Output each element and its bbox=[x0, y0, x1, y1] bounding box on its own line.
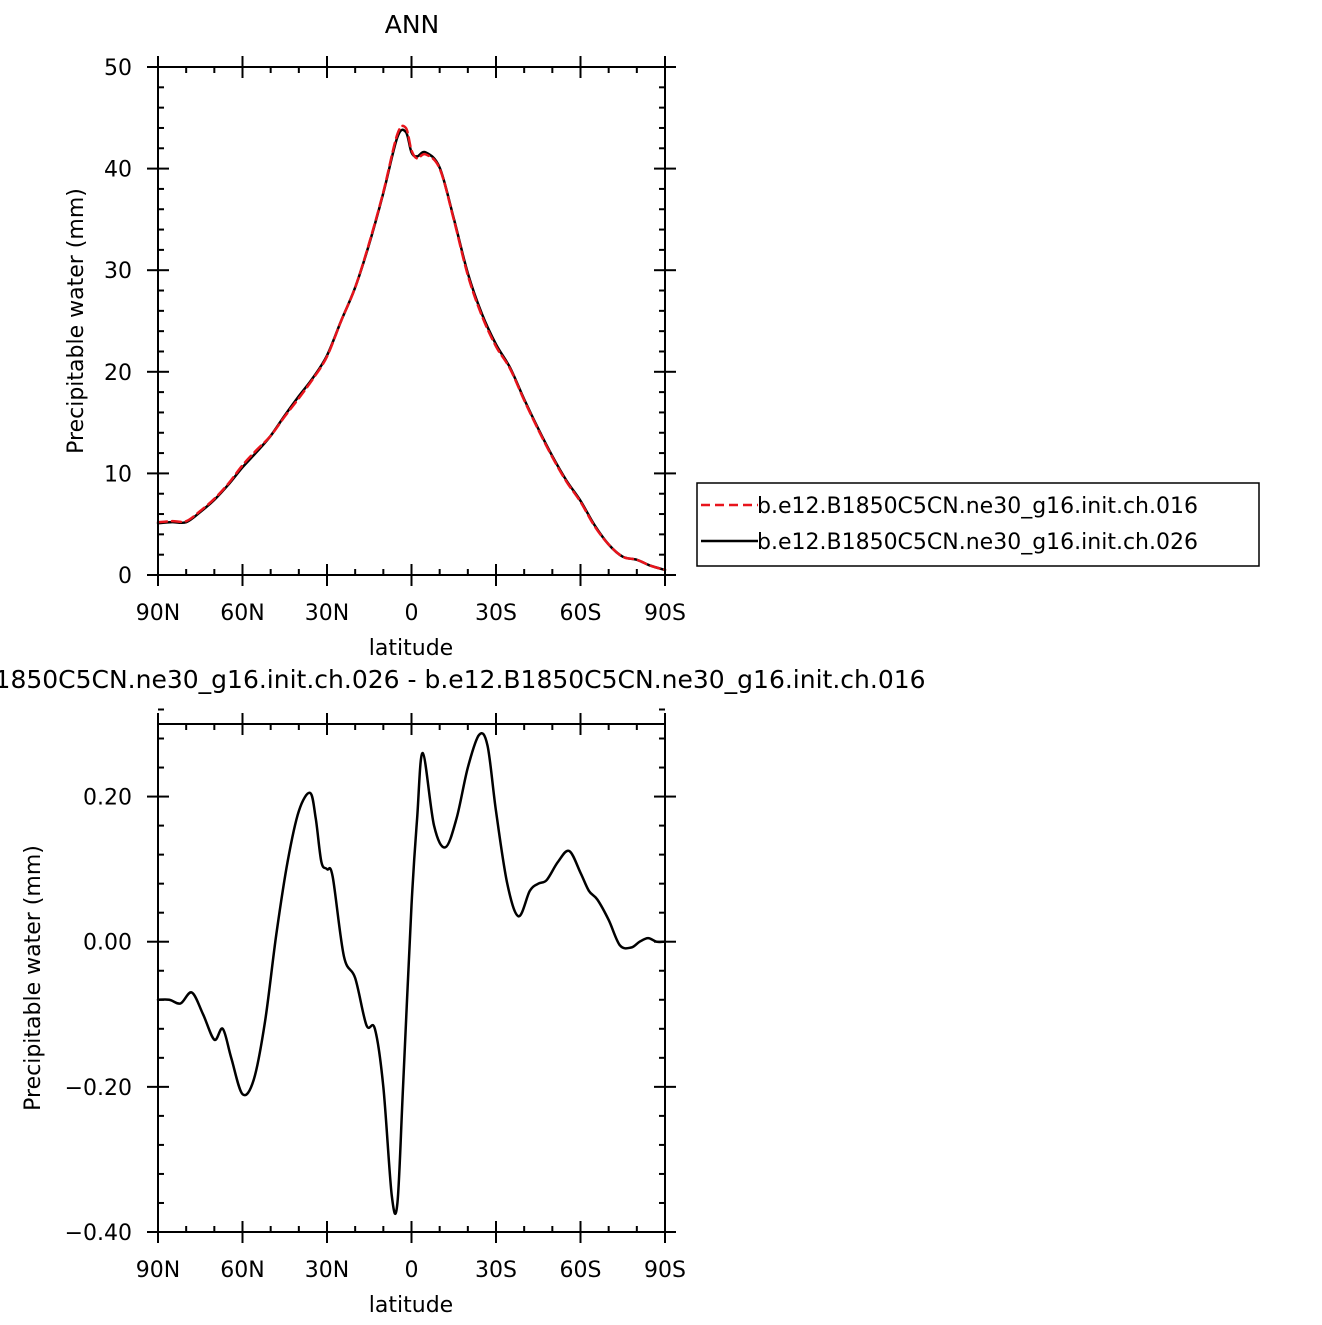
top-chart: ANN 90N 60N 30N 0 30S 60S 90S 0 10 20 30 40 50 latit… bbox=[64, 10, 1260, 661]
top-chart-title: ANN bbox=[385, 10, 440, 39]
top-y-tick-label: 10 bbox=[104, 462, 132, 487]
top-x-axis-label: latitude bbox=[369, 636, 453, 661]
top-y-tick-label: 30 bbox=[104, 259, 132, 284]
top-x-tick-label: 90N bbox=[136, 601, 180, 626]
legend-box bbox=[696, 482, 1260, 567]
bottom-plot-frame bbox=[157, 723, 666, 1233]
top-y-tick-label: 50 bbox=[104, 56, 132, 81]
bottom-y-tick-label: 0.00 bbox=[83, 931, 132, 956]
top-x-tick-label: 0 bbox=[405, 601, 419, 626]
bottom-x-tick-label: 30S bbox=[475, 1258, 517, 1283]
bottom-x-tick-label: 0 bbox=[405, 1258, 419, 1283]
bottom-x-tick-label: 90S bbox=[644, 1258, 686, 1283]
top-x-tick-label: 30S bbox=[475, 601, 517, 626]
top-y-tick-label: 40 bbox=[104, 158, 132, 183]
bottom-x-tick-label: 30N bbox=[305, 1258, 349, 1283]
top-y-axis-label: Precipitable water (mm) bbox=[64, 188, 89, 454]
bottom-x-axis-label: latitude bbox=[369, 1293, 453, 1318]
legend-label-016: b.e12.B1850C5CN.ne30_g16.init.ch.016 bbox=[757, 494, 1198, 519]
bottom-x-tick-label: 60S bbox=[560, 1258, 602, 1283]
top-x-tick-label: 60N bbox=[220, 601, 264, 626]
bottom-x-tick-label: 60N bbox=[220, 1258, 264, 1283]
top-x-tick-label: 90S bbox=[644, 601, 686, 626]
bottom-x-tick-label: 90N bbox=[136, 1258, 180, 1283]
legend: b.e12.B1850C5CN.ne30_g16.init.ch.016 b.e… bbox=[696, 482, 1260, 567]
top-series-line-1 bbox=[156, 128, 667, 572]
bottom-chart-title: b.e12.B1850C5CN.ne30_g16.init.ch.026 - b… bbox=[0, 665, 926, 694]
top-y-tick-label: 0 bbox=[118, 564, 132, 589]
top-y-tick-label: 20 bbox=[104, 361, 132, 386]
top-x-tick-label: 30N bbox=[305, 601, 349, 626]
bottom-series-line-0 bbox=[156, 732, 667, 1215]
bottom-y-tick-label: −0.40 bbox=[65, 1221, 132, 1246]
bottom-y-tick-label: −0.20 bbox=[65, 1076, 132, 1101]
top-series-line-0 bbox=[156, 124, 667, 572]
bottom-y-tick-label: 0.20 bbox=[83, 786, 132, 811]
top-x-tick-label: 60S bbox=[560, 601, 602, 626]
legend-label-026: b.e12.B1850C5CN.ne30_g16.init.ch.026 bbox=[757, 530, 1198, 555]
bottom-y-axis-label: Precipitable water (mm) bbox=[21, 845, 46, 1111]
top-plot-frame bbox=[157, 66, 666, 576]
bottom-chart: b.e12.B1850C5CN.ne30_g16.init.ch.026 - b… bbox=[0, 665, 926, 1318]
